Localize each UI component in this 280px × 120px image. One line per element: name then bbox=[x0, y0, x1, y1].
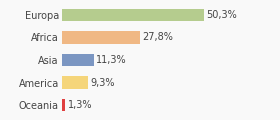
Bar bbox=[62, 31, 141, 44]
Text: 27,8%: 27,8% bbox=[143, 33, 174, 42]
Text: 50,3%: 50,3% bbox=[207, 10, 237, 20]
Text: 9,3%: 9,3% bbox=[90, 78, 115, 87]
Text: 11,3%: 11,3% bbox=[96, 55, 127, 65]
Bar bbox=[62, 54, 94, 66]
Bar bbox=[62, 9, 204, 21]
Text: 1,3%: 1,3% bbox=[67, 100, 92, 110]
Bar bbox=[62, 99, 65, 111]
Bar bbox=[62, 76, 88, 89]
